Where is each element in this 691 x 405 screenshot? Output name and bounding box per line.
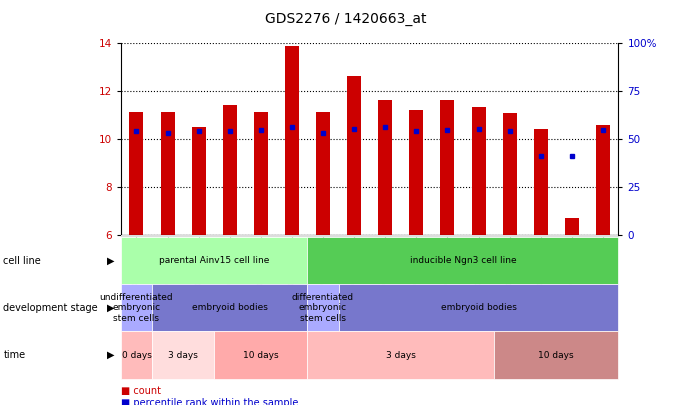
Bar — [347, 76, 361, 235]
Bar — [471, 107, 486, 235]
Bar — [160, 112, 175, 235]
Text: undifferentiated
embryonic
stem cells: undifferentiated embryonic stem cells — [100, 293, 173, 323]
Text: GDS2276 / 1420663_at: GDS2276 / 1420663_at — [265, 12, 426, 26]
Bar — [502, 113, 517, 235]
Text: parental Ainv15 cell line: parental Ainv15 cell line — [159, 256, 269, 265]
Bar — [596, 126, 610, 235]
Bar — [378, 100, 392, 235]
Text: ■ percentile rank within the sample: ■ percentile rank within the sample — [121, 398, 299, 405]
Text: ▶: ▶ — [107, 350, 114, 360]
Bar — [316, 112, 330, 235]
Text: 10 days: 10 days — [243, 351, 278, 360]
Text: 10 days: 10 days — [538, 351, 574, 360]
Text: development stage: development stage — [3, 303, 98, 313]
Text: time: time — [3, 350, 26, 360]
Bar — [223, 105, 237, 235]
Bar — [254, 112, 268, 235]
Text: ▶: ▶ — [107, 303, 114, 313]
Bar — [285, 46, 299, 235]
Bar — [129, 112, 144, 235]
Text: embryoid bodies: embryoid bodies — [192, 303, 267, 312]
Text: 0 days: 0 days — [122, 351, 151, 360]
Text: cell line: cell line — [3, 256, 41, 266]
Bar — [533, 129, 548, 235]
Text: differentiated
embryonic
stem cells: differentiated embryonic stem cells — [292, 293, 354, 323]
Text: ▶: ▶ — [107, 256, 114, 266]
Bar — [409, 110, 424, 235]
Bar — [191, 127, 206, 235]
Text: ■ count: ■ count — [121, 386, 161, 396]
Text: 3 days: 3 days — [168, 351, 198, 360]
Text: embryoid bodies: embryoid bodies — [441, 303, 516, 312]
Text: inducible Ngn3 cell line: inducible Ngn3 cell line — [410, 256, 516, 265]
Bar — [440, 100, 455, 235]
Text: 3 days: 3 days — [386, 351, 416, 360]
Bar — [565, 218, 579, 235]
